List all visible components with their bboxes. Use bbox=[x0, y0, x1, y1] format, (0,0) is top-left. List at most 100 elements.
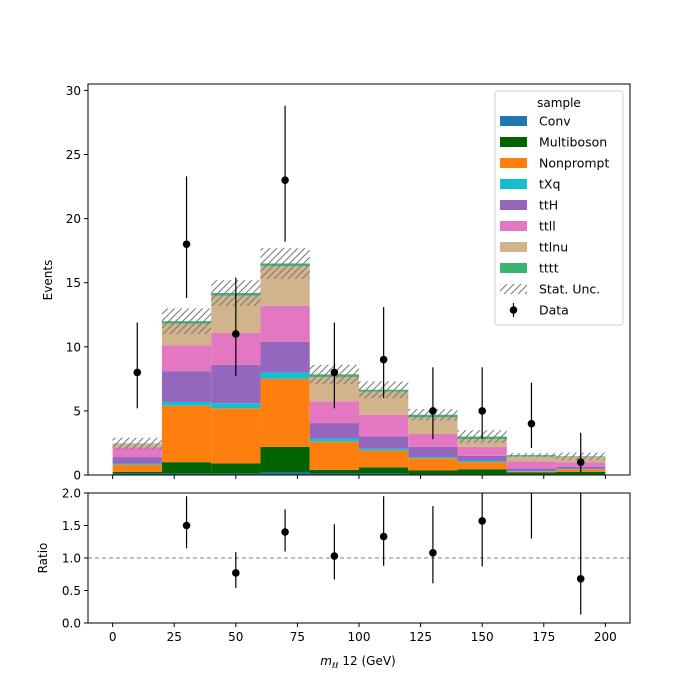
bar-txq-1 bbox=[161, 401, 212, 406]
ratio-points bbox=[182, 493, 585, 615]
bar-multiboson-6 bbox=[408, 470, 458, 475]
bar-tth-5 bbox=[359, 436, 409, 449]
x-tick-label: 200 bbox=[594, 630, 617, 644]
data-point-7 bbox=[478, 407, 486, 415]
bar-conv-4 bbox=[309, 473, 359, 475]
main-y-axis-label: Events bbox=[41, 260, 55, 301]
legend-label-stat-unc: Stat. Unc. bbox=[539, 282, 600, 297]
bar-ttll-8 bbox=[506, 461, 557, 469]
legend-label-nonprompt: Nonprompt bbox=[539, 156, 609, 171]
ratio-y-tick-label: 0.5 bbox=[62, 584, 81, 598]
bar-nonprompt-0 bbox=[112, 464, 162, 472]
stat-unc-band-0 bbox=[112, 437, 162, 450]
ratio-y-axis: 0.0 0.5 1.0 1.5 2.0 bbox=[62, 487, 88, 631]
bar-tth-4 bbox=[309, 423, 359, 439]
ratio-point-1 bbox=[182, 521, 191, 530]
main-x-ticks bbox=[112, 475, 606, 479]
main-y-tick-label: 10 bbox=[66, 340, 81, 354]
x-tick-label: 75 bbox=[290, 630, 305, 644]
legend-swatch-conv bbox=[500, 116, 527, 126]
bar-txq-4 bbox=[309, 438, 359, 442]
bar-ttll-3 bbox=[260, 305, 310, 342]
bar-multiboson-4 bbox=[309, 469, 359, 474]
bar-multiboson-0 bbox=[112, 471, 162, 474]
stat-unc-bands bbox=[112, 248, 606, 461]
legend: sample Conv Multiboson Nonprompt tXq ttH ttll… bbox=[494, 90, 624, 326]
ratio-point-9 bbox=[576, 575, 585, 583]
bar-txq-8 bbox=[506, 471, 557, 472]
bar-multiboson-9 bbox=[556, 471, 606, 475]
main-y-axis: 0 5 10 15 20 25 30 bbox=[66, 84, 88, 483]
legend-swatch-ttlnu bbox=[500, 242, 527, 252]
bar-txq-2 bbox=[211, 403, 261, 409]
x-tick-label: 50 bbox=[228, 630, 243, 644]
ratio-y-axis-label: Ratio bbox=[36, 543, 50, 574]
main-y-tick-label: 0 bbox=[73, 469, 81, 483]
bar-multiboson-2 bbox=[211, 463, 261, 474]
bar-ttll-6 bbox=[408, 433, 458, 447]
ratio-point-6 bbox=[429, 549, 437, 557]
bar-multiboson-3 bbox=[260, 446, 310, 473]
ratio-y-tick-label: 0.0 bbox=[62, 617, 81, 631]
main-y-tick-label: 15 bbox=[66, 276, 81, 290]
ratio-point-7 bbox=[478, 517, 486, 525]
data-point-4 bbox=[330, 368, 339, 377]
legend-swatch-tttt bbox=[500, 263, 527, 273]
legend-swatch-txq bbox=[500, 179, 527, 189]
ratio-y-tick-label: 1.5 bbox=[62, 519, 81, 533]
stat-unc-band-8 bbox=[506, 453, 557, 458]
legend-data-marker bbox=[509, 306, 518, 314]
bar-tth-6 bbox=[408, 446, 458, 458]
bar-nonprompt-8 bbox=[506, 471, 557, 473]
main-y-tick-label: 25 bbox=[66, 148, 81, 162]
bar-ttll-0 bbox=[112, 447, 162, 458]
bar-tth-0 bbox=[112, 457, 162, 464]
bar-multiboson-1 bbox=[161, 462, 212, 474]
main-y-tick-label: 5 bbox=[73, 404, 81, 418]
data-point-2 bbox=[232, 330, 240, 338]
ratio-axes-frame bbox=[87, 492, 631, 624]
main-y-tick-label: 20 bbox=[66, 212, 81, 226]
x-tick-label: 25 bbox=[167, 630, 182, 644]
legend-label-ttll: ttll bbox=[539, 219, 556, 234]
bar-nonprompt-4 bbox=[309, 441, 359, 470]
legend-label-conv: Conv bbox=[539, 114, 571, 129]
bar-ttlnu-8 bbox=[506, 456, 557, 462]
legend-swatch-ttll bbox=[500, 221, 527, 231]
bar-txq-0 bbox=[112, 463, 162, 465]
main-panel: 0 5 10 15 20 25 30 Events bbox=[41, 83, 631, 483]
bar-multiboson-7 bbox=[457, 469, 507, 475]
bar-tth-7 bbox=[457, 455, 507, 461]
bar-conv-3 bbox=[260, 472, 310, 475]
ratio-y-tick-label: 1.0 bbox=[62, 552, 81, 566]
ratio-point-4 bbox=[330, 552, 339, 560]
legend-swatch-multiboson bbox=[500, 137, 527, 147]
bar-multiboson-5 bbox=[359, 467, 409, 474]
data-point-0 bbox=[133, 368, 142, 377]
bar-nonprompt-6 bbox=[408, 458, 458, 471]
bar-conv-5 bbox=[359, 473, 409, 475]
bar-ttll-7 bbox=[457, 446, 507, 456]
x-tick-label: 175 bbox=[532, 630, 555, 644]
bar-nonprompt-7 bbox=[457, 462, 507, 470]
bar-nonprompt-1 bbox=[161, 405, 212, 463]
bar-ttll-4 bbox=[309, 401, 359, 424]
bar-tth-8 bbox=[506, 468, 557, 472]
ratio-point-3 bbox=[281, 528, 289, 536]
legend-swatch-stat-unc bbox=[500, 284, 527, 294]
ratio-panel: 0.0 0.5 1.0 1.5 2.0 0 25 50 75 100 125 150 175 200 R… bbox=[36, 487, 631, 670]
data-point-5 bbox=[379, 355, 388, 364]
x-tick-label: 100 bbox=[348, 630, 371, 644]
bar-txq-6 bbox=[408, 457, 458, 459]
bar-tth-1 bbox=[161, 371, 212, 402]
data-point-1 bbox=[182, 240, 191, 249]
x-tick-label: 0 bbox=[109, 630, 117, 644]
bar-ttll-1 bbox=[161, 345, 212, 372]
data-point-9 bbox=[576, 458, 585, 466]
bar-conv-2 bbox=[211, 473, 261, 475]
legend-label-multiboson: Multiboson bbox=[539, 135, 607, 150]
x-tick-label: 150 bbox=[471, 630, 494, 644]
ratio-x-axis: 0 25 50 75 100 125 150 175 200 bbox=[109, 623, 617, 644]
bar-txq-5 bbox=[359, 448, 409, 451]
